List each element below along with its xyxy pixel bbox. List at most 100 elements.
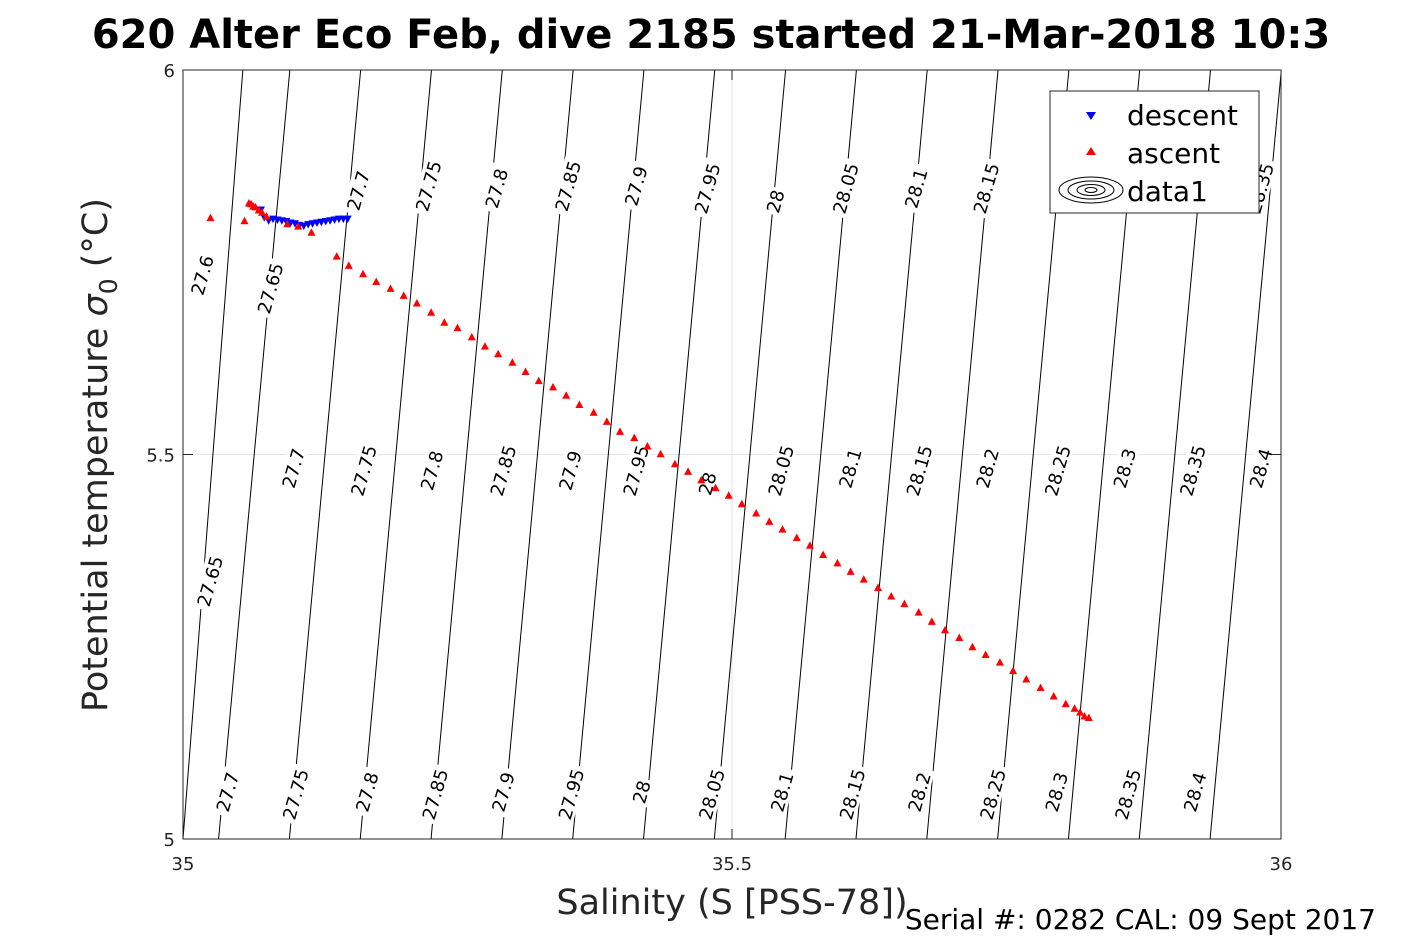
contour-label: 28.1 — [833, 442, 867, 494]
ascent-point — [968, 642, 977, 651]
contour-label-bg — [191, 550, 228, 612]
ascent-point — [887, 591, 896, 600]
ascent-point — [575, 400, 584, 409]
ascent-point — [589, 408, 598, 416]
contour-label-bg — [974, 763, 1011, 825]
ascent-point — [440, 318, 449, 326]
contour-label-bg — [553, 763, 589, 825]
ascent-point — [900, 599, 909, 608]
contour-label-bg — [833, 442, 866, 494]
ascent-point — [752, 508, 761, 517]
ascent-point — [995, 658, 1004, 666]
ascent-point — [684, 467, 693, 475]
ascent-point — [359, 269, 368, 278]
contour-line-28.4 — [1280, 832, 1281, 839]
ascent-point — [1080, 711, 1089, 720]
ascent-point — [616, 427, 625, 435]
ascent-point — [412, 299, 421, 307]
contour-label-bg — [761, 185, 789, 217]
ascent-point — [1049, 691, 1058, 700]
contour-label-bg — [1107, 442, 1141, 494]
contour-label-bg — [762, 439, 799, 502]
contour-label-bg — [553, 444, 586, 497]
legend-descent-marker — [1086, 112, 1096, 120]
ascent-point — [778, 525, 787, 533]
contour-label-bg — [277, 763, 313, 825]
ascent-point — [399, 291, 408, 299]
ascent-point — [859, 575, 868, 583]
ascent-point — [724, 491, 733, 499]
legend-ascent-label: ascent — [1127, 137, 1220, 170]
x-tick-label: 35 — [172, 854, 195, 875]
ascent-point — [372, 277, 381, 285]
ascent-point — [294, 222, 303, 230]
ascent-point — [955, 633, 964, 642]
contour-label-bg — [549, 154, 586, 217]
ascent-point — [332, 252, 341, 260]
ascent-point — [874, 583, 883, 592]
contour-label-bg — [345, 439, 381, 502]
ascent-point — [927, 617, 936, 625]
x-tick-label: 35.5 — [712, 854, 752, 875]
ascent-point — [819, 550, 828, 558]
chart-title: 620 Alter Eco Feb, dive 2185 started 21-… — [92, 12, 1330, 58]
contour-label-bg — [1178, 765, 1211, 818]
ascent-point — [602, 417, 611, 425]
ascent-point — [283, 219, 292, 228]
contour-label-bg — [902, 765, 936, 818]
contour-label-bg — [619, 160, 652, 212]
ascent-point — [941, 625, 950, 634]
ascent-point — [453, 323, 462, 332]
contour-label-bg — [276, 442, 310, 494]
ascent-point — [549, 382, 558, 391]
ascent-point — [805, 541, 814, 549]
ascent-point — [344, 261, 353, 269]
contour-label-bg — [479, 162, 513, 214]
contour-label-bg — [970, 442, 1004, 494]
ascent-point — [240, 216, 249, 225]
contour-label-bg — [1109, 763, 1146, 825]
contour-label-bg — [834, 763, 870, 825]
contour-line-27.6 — [183, 70, 244, 839]
contour-label-bg — [484, 439, 521, 502]
ascent-point — [480, 342, 489, 350]
ascent-point — [258, 208, 267, 216]
contour-label-bg — [968, 157, 1004, 220]
ascent-point — [206, 213, 215, 222]
descent-point — [299, 222, 308, 231]
ascent-point — [1036, 683, 1045, 692]
ascent-point — [1022, 675, 1031, 683]
contour-label-bg — [410, 154, 446, 217]
contour-label-bg — [1039, 765, 1073, 818]
contour-label-bg — [1244, 442, 1277, 494]
serial-cal-note: Serial #: 0282 CAL: 09 Sept 2017 — [905, 903, 1376, 936]
legend: descent ascent data1 — [1049, 90, 1260, 214]
ascent-point — [656, 449, 665, 458]
contour-line-28.35 — [1209, 70, 1281, 839]
ascent-point — [521, 367, 530, 375]
contour-label-bg — [627, 776, 655, 808]
ascent-point — [697, 475, 706, 484]
contour-label-bg — [765, 765, 798, 818]
ascent-point — [670, 459, 679, 468]
contour-line-27.65 — [218, 70, 291, 839]
y-axis-label: Potential temperature σ0 (°C) — [76, 198, 123, 712]
axis-ticks: 35 35.5 36 5 5.5 6 — [146, 61, 1292, 875]
contour-label: 28.4 — [1244, 442, 1277, 494]
ascent-point — [386, 284, 395, 292]
legend-descent-label: descent — [1127, 99, 1238, 132]
ascent-point — [1076, 708, 1085, 716]
contour-label-bg — [486, 765, 519, 818]
x-axis-label: Salinity (S [PSS-78]) — [556, 883, 907, 923]
ascent-point — [1009, 666, 1018, 675]
ascent-point — [1084, 713, 1093, 721]
contour-label-bg — [689, 157, 725, 220]
ascent-point — [765, 517, 774, 525]
contour-label-bg — [252, 257, 288, 319]
ascent-point — [427, 308, 436, 316]
ascent-point — [792, 533, 801, 542]
ascent-point — [562, 391, 571, 399]
ascent-point — [508, 358, 517, 366]
legend-box — [1049, 90, 1260, 214]
